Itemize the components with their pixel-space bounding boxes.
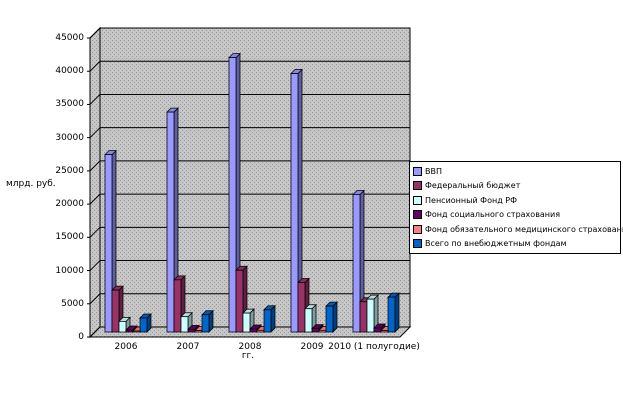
legend-item: Фонд социального страхования [413,208,618,221]
gridline-bevel [89,60,101,72]
y-tick-label: 25000 [55,165,84,176]
x-tick-label: 2007 [176,342,200,352]
x-axis-title: гг. [241,351,255,361]
legend-label: Фонд обязательного медицинского страхова… [425,224,623,234]
y-tick-label: 10000 [55,265,84,276]
bar-ввп [290,68,303,333]
legend-swatch-icon [413,224,422,234]
legend-label: Всего по внебюджетным фондам [425,238,567,248]
bar-всего-по-внебюджетным-фондам [201,309,214,333]
legend-item: Всего по внебюджетным фондам [413,237,618,250]
legend-item: Фонд обязательного медицинского страхова… [413,223,623,236]
y-tick-label: 40000 [55,66,84,77]
legend-item: Федеральный бюджет [413,179,618,192]
gridline-bevel [89,193,101,205]
legend-label: Фонд социального страхования [425,210,561,220]
chart-legend: ВВП Федеральный бюджет Пенсионный Фонд РФ Ф… [409,161,623,254]
legend-swatch-icon [413,238,422,248]
legend-label: Федеральный бюджет [425,181,521,191]
legend-swatch-icon [413,167,422,176]
gridline-bevel [89,293,101,305]
bar-пенсионный-фонд-рф [180,311,193,333]
bar-всего-по-внебюджетным-фондам [387,292,400,333]
y-tick-label: 5000 [61,298,84,309]
bar-всего-по-внебюджетным-фондам [139,313,152,333]
gridline-bevel [89,260,101,271]
x-tick-label: 2008 [238,342,262,352]
y-axis-title: млрд. руб. [6,179,56,189]
legend-item: Пенсионный Фонд РФ [413,194,618,207]
legend-swatch-icon [413,181,422,191]
bar-всего-по-внебюджетным-фондам [325,301,338,333]
gridline-bevel [89,326,101,338]
bar-ввп [166,107,179,333]
legend-label: ВВП [425,167,442,176]
bar-пенсионный-фонд-рф [366,294,379,333]
x-tick-label: 2010 (1 полугодие) [328,342,420,352]
legend-swatch-icon [413,195,422,205]
y-tick-label: 35000 [55,99,84,110]
gridline-bevel [89,27,101,39]
bar-ввп [228,52,241,333]
y-tick-label: 0 [78,332,84,342]
gridline-bevel [89,127,101,139]
plot-side-wall [89,26,101,339]
y-tick-label: 30000 [55,132,84,143]
gridline-bevel [89,160,101,172]
y-tick-label: 20000 [55,199,84,210]
legend-label: Пенсионный Фонд РФ [425,195,517,205]
y-tick-label: 15000 [55,232,84,243]
legend-item: ВВП [413,165,618,178]
x-tick-label: 2006 [114,342,138,352]
gridline-bevel [89,226,101,238]
x-tick-label: 2009 [300,342,324,352]
gridline-bevel [89,94,101,105]
y-tick-label: 45000 [55,33,84,43]
legend-swatch-icon [413,210,422,220]
bar-всего-по-внебюджетным-фондам [263,304,276,333]
